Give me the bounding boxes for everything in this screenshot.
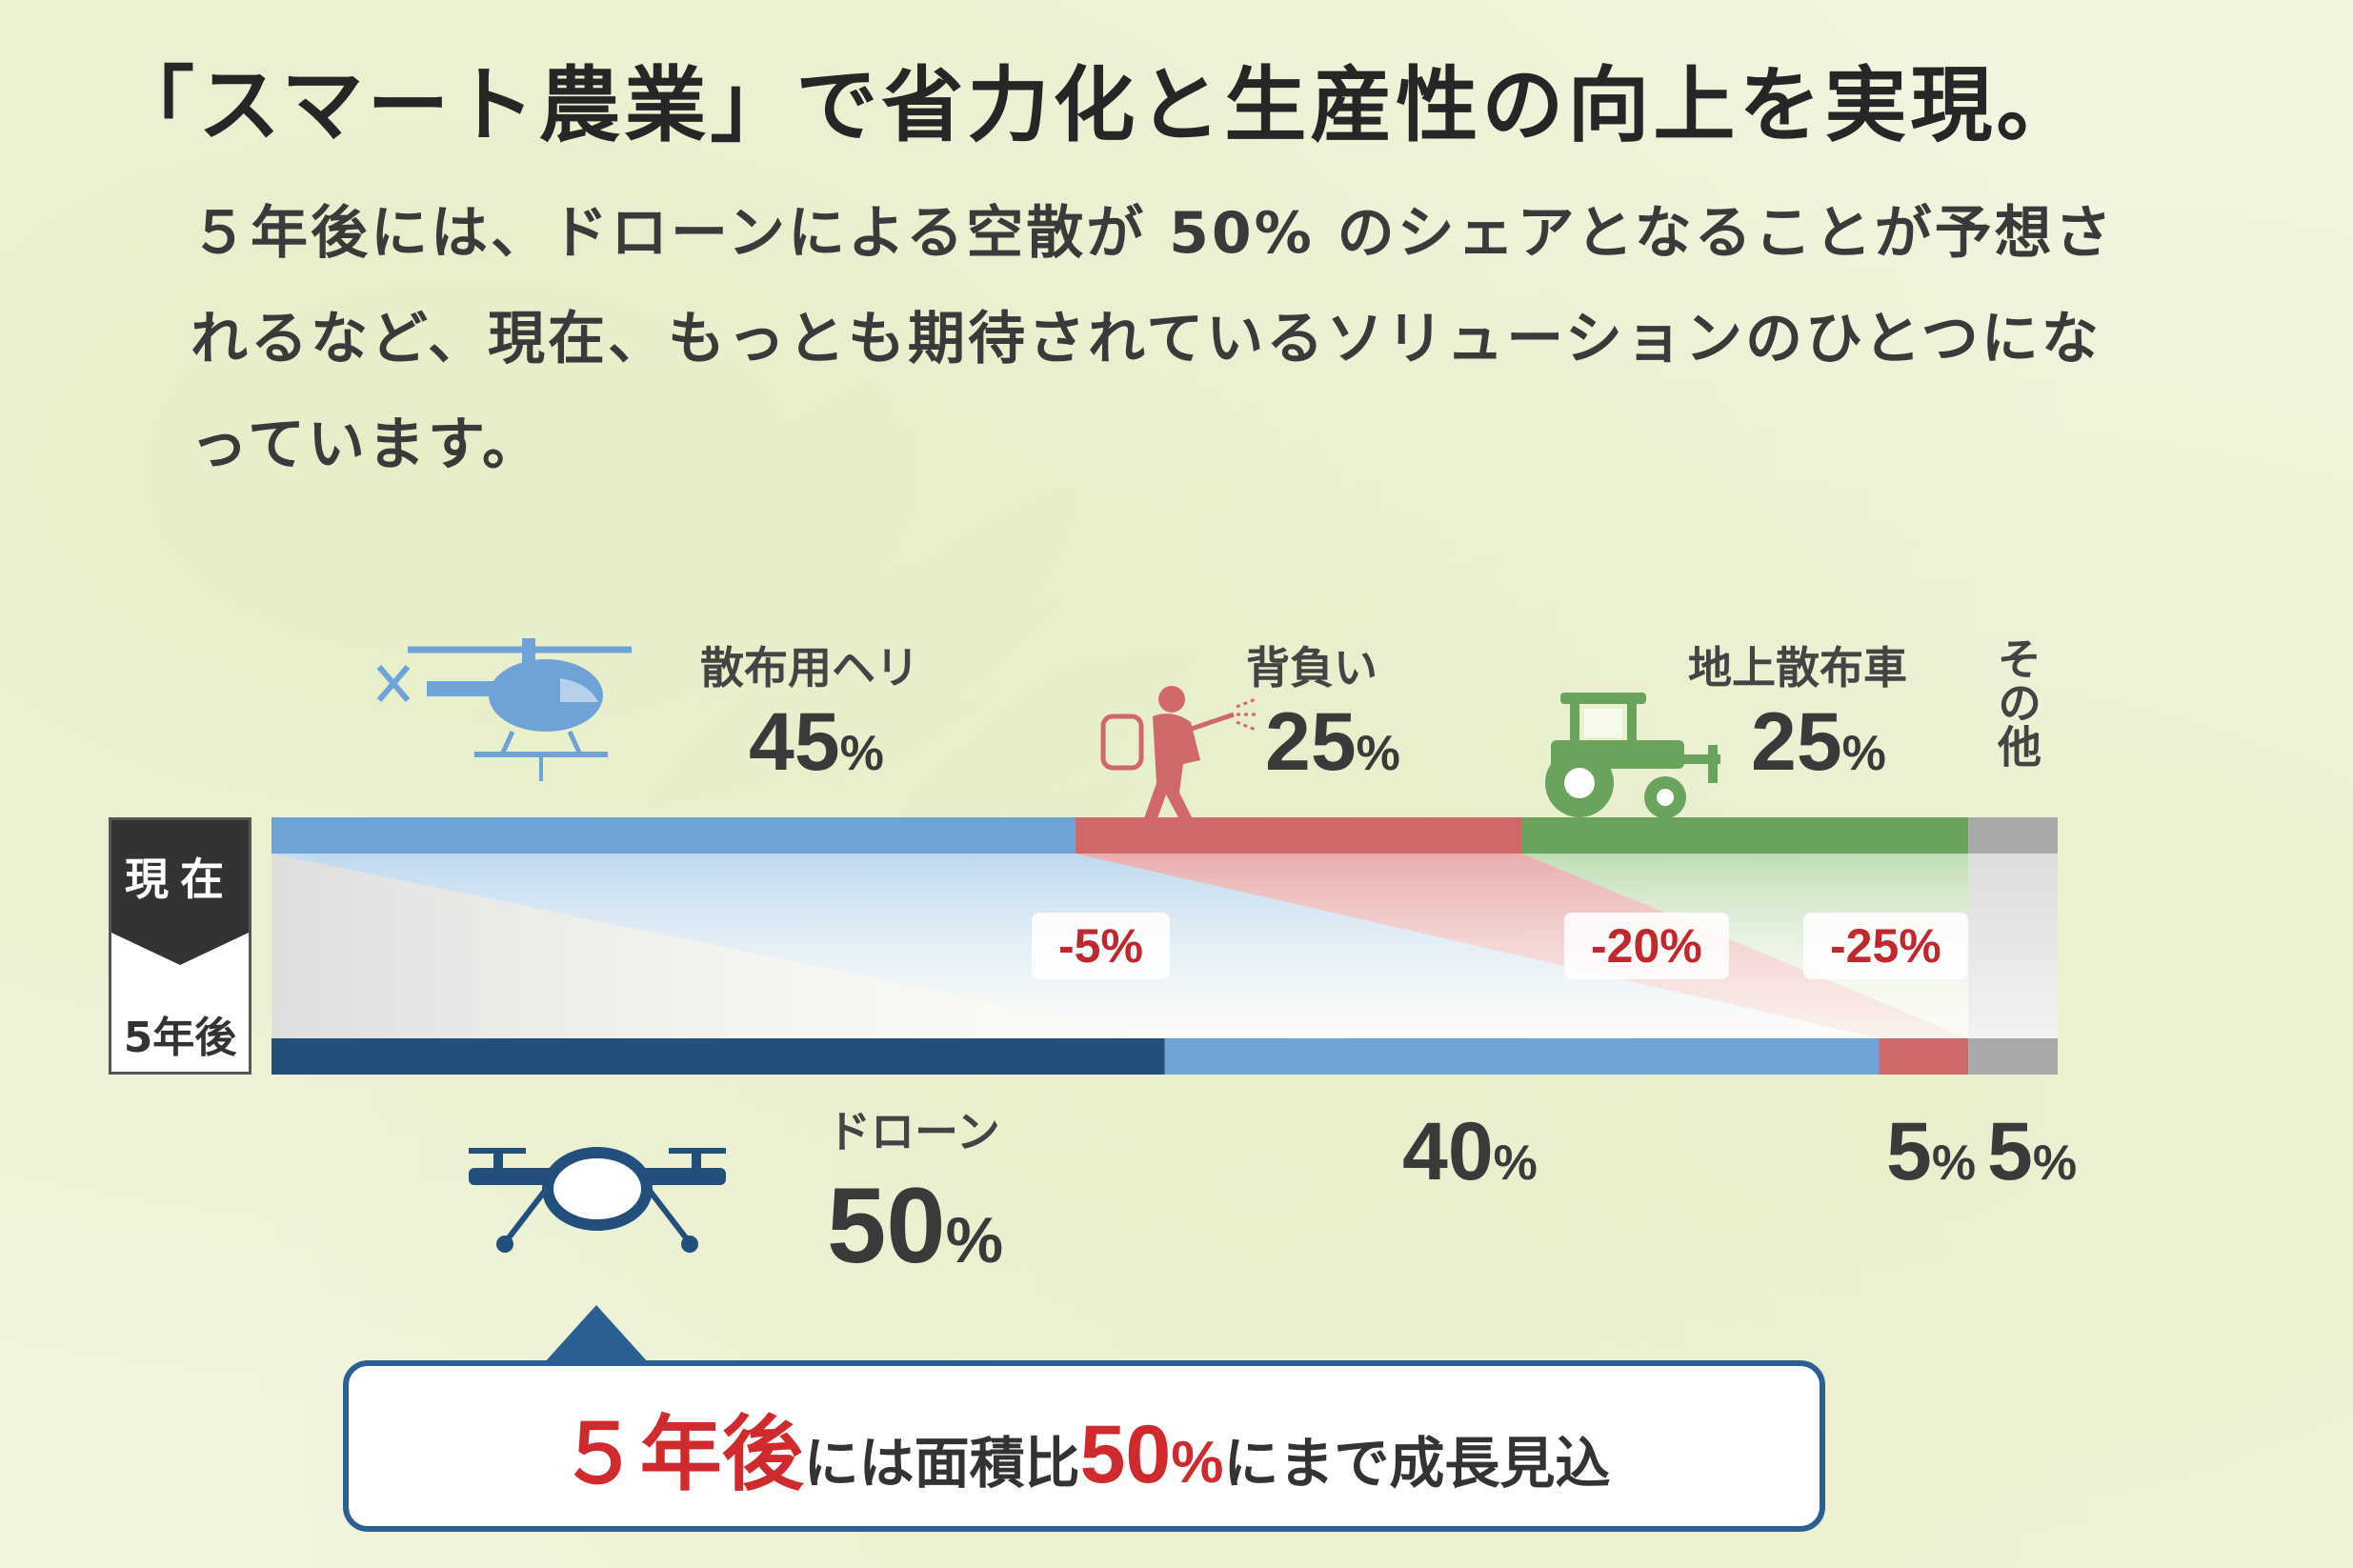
delta-ground: -25% [1803, 913, 1968, 979]
delta-backpack: -20% [1564, 913, 1729, 979]
bar-segment-2-0 [1075, 817, 1522, 854]
period-indicator: 現在 5年後 [109, 817, 251, 1075]
flow-4 [1968, 854, 2058, 1038]
label-backpack: 背負い [1246, 643, 1378, 693]
label-drone: ドローン [827, 1107, 1000, 1156]
label-ground: 地上散布車 [1688, 643, 1907, 693]
callout-years: ５年後 [557, 1408, 804, 1500]
callout-text: ５年後には面積比50%にまで成長見込 [558, 1387, 1611, 1506]
intro-text: ５年後には、ドローンによる空散が 50% のシェアとなることが予想されるなど、現… [191, 200, 2115, 478]
bar-segment-2-1 [1879, 1038, 1969, 1075]
callout-text1: には面積比 [803, 1432, 1080, 1495]
bar-segment-1-1 [1164, 1038, 1880, 1075]
callout-box: ５年後には面積比50%にまで成長見込 [343, 1360, 1825, 1532]
period-later: 5年後 [123, 1014, 237, 1062]
bar-segment-4-1 [1968, 1038, 2058, 1075]
value-backpack-future: 5% [1886, 1106, 1977, 1197]
flow-2 [1075, 854, 1969, 1038]
value-heli: 45% [749, 696, 884, 788]
value-backpack: 25% [1265, 696, 1400, 788]
helicopter-icon [376, 638, 632, 781]
bar-segment-1-0 [272, 817, 1076, 854]
value-ground: 25% [1751, 696, 1886, 788]
bar-segment-0-1 [272, 1038, 1165, 1075]
label-heli: 散布用ヘリ [700, 643, 919, 693]
callout-pointer [543, 1305, 650, 1364]
arrow-down-icon [111, 933, 249, 965]
tractor-icon [1545, 693, 1720, 818]
callout-value: 50% [1079, 1408, 1224, 1500]
bar-segment-3-0 [1521, 817, 1969, 854]
page-title: 「スマート農業」で省力化と生産性の向上を実現。 [112, 58, 2082, 153]
period-now: 現在 [111, 820, 249, 933]
label-other: その他 [1991, 636, 2042, 768]
backpack-sprayer-icon [1100, 686, 1257, 821]
callout-text2: にまで成長見込 [1223, 1432, 1611, 1495]
value-other-future: 5% [1987, 1106, 2078, 1197]
delta-heli: -5% [1032, 913, 1170, 979]
flow-3 [1521, 854, 1969, 1038]
value-heli-future: 40% [1402, 1106, 1538, 1197]
drone-icon [469, 1147, 726, 1253]
bar-segment-4-0 [1968, 817, 2058, 854]
value-drone: 50% [827, 1166, 1004, 1285]
